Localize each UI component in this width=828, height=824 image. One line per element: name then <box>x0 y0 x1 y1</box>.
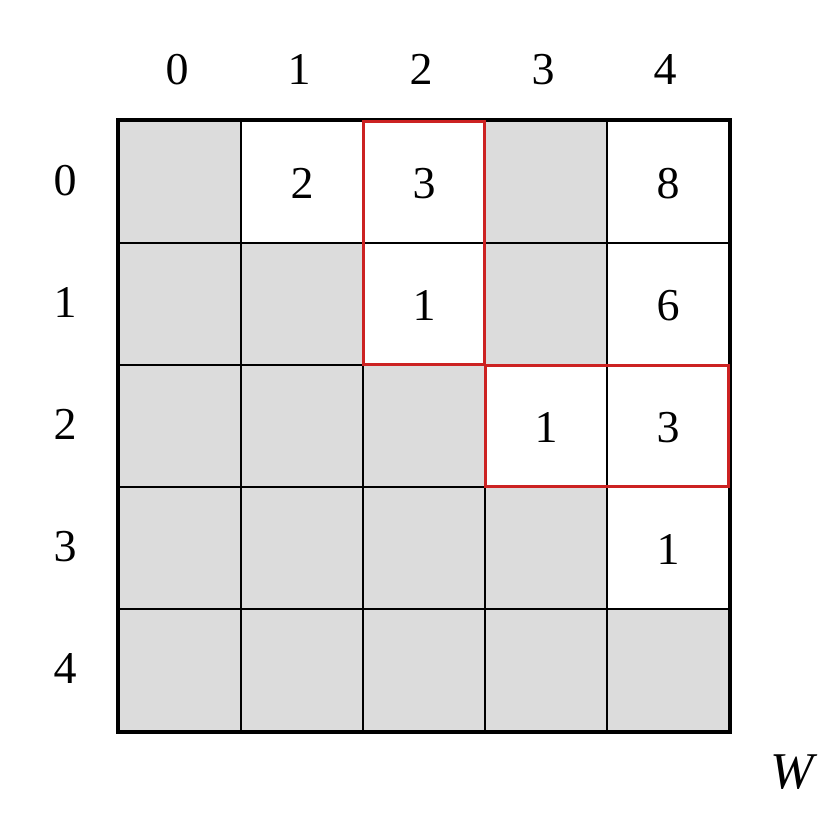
row-header: 4 <box>40 606 90 728</box>
matrix-label: W <box>770 742 813 801</box>
table-row: 238 <box>119 121 729 243</box>
column-header: 0 <box>116 42 238 95</box>
matrix-cell: 1 <box>485 365 607 487</box>
table-row <box>119 609 729 731</box>
matrix-cell: 2 <box>241 121 363 243</box>
table-row: 1 <box>119 487 729 609</box>
matrix-cell: 1 <box>607 487 729 609</box>
matrix-grid: 23816131 <box>116 118 732 734</box>
matrix-cell <box>119 365 241 487</box>
matrix-cell: 3 <box>363 121 485 243</box>
matrix-cell <box>241 487 363 609</box>
matrix-cell <box>485 121 607 243</box>
row-header: 2 <box>40 362 90 484</box>
matrix-diagram: 01234 01234 23816131 W <box>0 0 828 824</box>
matrix-cell: 6 <box>607 243 729 365</box>
matrix-cell <box>485 243 607 365</box>
matrix-cell <box>363 365 485 487</box>
matrix-cell: 8 <box>607 121 729 243</box>
column-headers: 01234 <box>116 42 726 95</box>
matrix-cell <box>241 609 363 731</box>
row-header: 0 <box>40 118 90 240</box>
matrix-cell <box>363 487 485 609</box>
column-header: 1 <box>238 42 360 95</box>
matrix-cell <box>485 609 607 731</box>
column-header: 4 <box>604 42 726 95</box>
matrix-cell <box>119 121 241 243</box>
matrix-cell <box>119 243 241 365</box>
matrix-cell <box>485 487 607 609</box>
table-row: 16 <box>119 243 729 365</box>
column-header: 3 <box>482 42 604 95</box>
matrix-cell <box>363 609 485 731</box>
matrix-cell <box>119 487 241 609</box>
matrix-cell: 1 <box>363 243 485 365</box>
matrix-cell <box>241 365 363 487</box>
row-header: 3 <box>40 484 90 606</box>
row-header: 1 <box>40 240 90 362</box>
column-header: 2 <box>360 42 482 95</box>
table-row: 13 <box>119 365 729 487</box>
matrix-cell <box>607 609 729 731</box>
matrix-cell <box>241 243 363 365</box>
row-headers: 01234 <box>40 118 90 728</box>
matrix-cell <box>119 609 241 731</box>
matrix-cell: 3 <box>607 365 729 487</box>
